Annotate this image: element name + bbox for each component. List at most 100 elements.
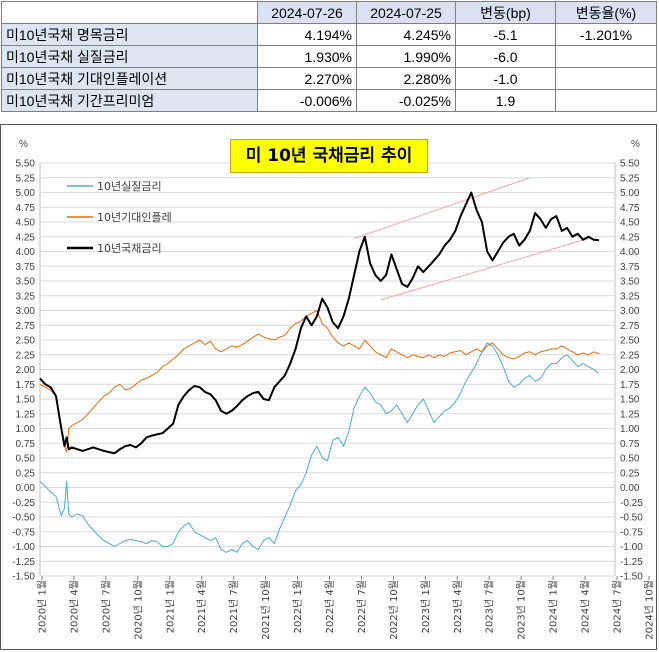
y-tick-label-right: -1.25: [620, 557, 643, 568]
y-tick-label-right: -1.00: [620, 542, 643, 553]
y-tick-label-left: -0.50: [12, 513, 35, 524]
y-tick-label-left: -1.25: [12, 557, 35, 568]
table-row: 미10년국채 명목금리 4.194% 4.245% -5.1 -1.201%: [1, 23, 657, 46]
y-tick-label-right: 0.50: [620, 454, 640, 465]
x-tick-label: 2023년 4월: [452, 580, 464, 633]
row-label: 미10년국채 기대인플레이션: [1, 67, 258, 90]
trend-channel-line: [380, 238, 589, 301]
x-tick-label: 2023년 10월: [516, 580, 528, 640]
x-tick-label: 2022년 7월: [356, 580, 368, 633]
y-tick-label-right: 2.75: [620, 321, 640, 332]
y-tick-label-right: 0.00: [620, 483, 640, 494]
row-label: 미10년국채 실질금리: [1, 45, 258, 68]
series-line: [39, 310, 600, 453]
header-cell: 2024-07-26: [257, 1, 357, 24]
y-tick-label-left: -1.00: [12, 542, 35, 553]
y-tick-label-left: 0.00: [16, 483, 36, 494]
legend-label: 10년기대인플레: [97, 211, 172, 224]
y-tick-label-left: 1.75: [16, 380, 36, 391]
table-row: 미10년국채 실질금리 1.930% 1.990% -6.0: [1, 45, 657, 68]
y-tick-label-left: 2.50: [16, 336, 36, 347]
table-row: 미10년국채 기간프리미엄 -0.006% -0.025% 1.9: [1, 89, 657, 112]
y-tick-label-right: -0.75: [620, 527, 643, 538]
value-cell: -0.006%: [257, 89, 357, 112]
y-tick-label-right: 3.75: [620, 262, 640, 273]
series-line: [39, 191, 600, 455]
x-tick-label: 2022년 10월: [388, 580, 400, 640]
value-cell: 4.245%: [356, 23, 456, 46]
y-tick-label-right: -0.25: [620, 498, 643, 509]
y-tick-label-right: 4.75: [620, 203, 640, 214]
y-tick-label-right: 5.00: [620, 188, 640, 199]
y-tick-label-left: 3.00: [16, 306, 36, 317]
y-tick-label-right: 4.50: [620, 218, 640, 229]
series-line: [39, 342, 600, 553]
x-tick-label: 2022년 1월: [292, 580, 304, 633]
x-tick-label: 2023년 1월: [420, 580, 432, 633]
y-tick-label-left: -1.50: [12, 572, 35, 583]
header-cell: [1, 1, 258, 24]
y-tick-label-right: -0.50: [620, 513, 643, 524]
chart-title: 미 10년 국채금리 추이: [230, 139, 428, 173]
y-tick-label-left: 0.25: [16, 468, 36, 479]
value-cell: -0.025%: [356, 89, 456, 112]
y-tick-label-right: 4.00: [620, 247, 640, 258]
y-tick-label-right: 1.00: [620, 424, 640, 435]
x-tick-label: 2024년 7월: [612, 580, 624, 633]
y-tick-label-left: 4.75: [16, 203, 36, 214]
rate-summary-table: 2024-07-26 2024-07-25 변동(bp) 변동율(%) 미10년…: [1, 1, 657, 112]
y-tick-label-left: 0.50: [16, 454, 36, 465]
value-cell: 4.194%: [257, 23, 357, 46]
y-tick-label-left: 5.25: [16, 173, 36, 184]
legend-label: 10년실질금리: [97, 180, 162, 193]
y-axis-unit-right: %: [631, 139, 640, 150]
change-pct-cell: [555, 89, 657, 112]
y-tick-label-right: 1.50: [620, 395, 640, 406]
y-tick-label-right: 2.50: [620, 336, 640, 347]
change-pct-cell: -1.201%: [555, 23, 657, 46]
y-tick-label-right: 5.25: [620, 173, 640, 184]
y-tick-label-left: 1.00: [16, 424, 36, 435]
y-tick-label-right: 1.75: [620, 380, 640, 391]
y-tick-label-right: 0.25: [620, 468, 640, 479]
y-tick-label-left: 2.00: [16, 365, 36, 376]
y-tick-label-left: 4.50: [16, 218, 36, 229]
y-tick-label-right: 3.50: [620, 277, 640, 288]
x-tick-label: 2024년 4월: [580, 580, 592, 633]
y-tick-label-left: 5.50: [16, 159, 36, 170]
y-tick-label-left: 1.50: [16, 395, 36, 406]
y-tick-label-right: -1.50: [620, 572, 643, 583]
y-tick-label-left: -0.25: [12, 498, 35, 509]
x-tick-label: 2021년 7월: [228, 580, 240, 633]
y-tick-label-left: 2.75: [16, 321, 36, 332]
y-tick-label-left: 5.00: [16, 188, 36, 199]
y-tick-label-left: 2.25: [16, 350, 36, 361]
y-tick-label-left: 4.00: [16, 247, 36, 258]
y-tick-label-left: 3.50: [16, 277, 36, 288]
y-tick-label-right: 0.75: [620, 439, 640, 450]
y-tick-label-left: 4.25: [16, 232, 36, 243]
x-tick-label: 2022년 4월: [324, 580, 336, 633]
x-tick-label: 2020년 4월: [68, 580, 80, 633]
y-tick-label-right: 3.00: [620, 306, 640, 317]
y-tick-label-left: 3.75: [16, 262, 36, 273]
change-bp-cell: 1.9: [455, 89, 556, 112]
y-tick-label-right: 5.50: [620, 159, 640, 170]
x-tick-label: 2020년 1월: [37, 580, 49, 633]
legend-label: 10년국채금리: [97, 242, 162, 255]
y-tick-label-right: 2.25: [620, 350, 640, 361]
x-tick-label: 2020년 10월: [132, 580, 144, 640]
value-cell: 1.930%: [257, 45, 357, 68]
y-tick-label-left: 3.25: [16, 291, 36, 302]
y-tick-label-right: 2.00: [620, 365, 640, 376]
y-tick-label-right: 3.25: [620, 291, 640, 302]
trend-channel-line: [353, 177, 530, 239]
value-cell: 2.270%: [257, 67, 357, 90]
chart-frame: [0, 124, 657, 650]
row-label: 미10년국채 명목금리: [1, 23, 258, 46]
y-tick-label-left: 0.75: [16, 439, 36, 450]
x-tick-label: 2020년 7월: [100, 580, 112, 633]
x-tick-label: 2021년 10월: [260, 580, 272, 640]
x-tick-label: 2021년 1월: [164, 580, 176, 633]
